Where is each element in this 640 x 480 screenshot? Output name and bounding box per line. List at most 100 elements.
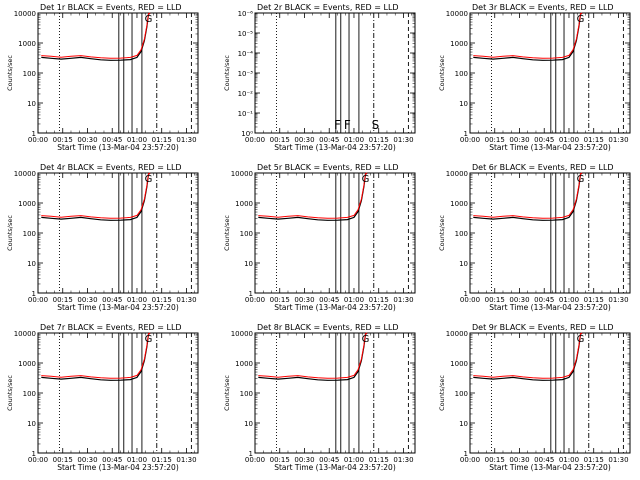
y-tick-label: 1000 (18, 200, 36, 208)
plot-frame (469, 12, 631, 134)
y-tick-label: 10 (27, 260, 36, 268)
x-tick-label: 01:15 (152, 136, 172, 144)
y-axis-label: Counts/sec (6, 215, 14, 251)
x-tick-label: 01:30 (393, 136, 413, 144)
x-axis-label: Start Time (13-Mar-04 23:57:20) (57, 143, 179, 152)
x-axis-label: Start Time (13-Mar-04 23:57:20) (489, 463, 611, 472)
detector-panel-8: Det 8r BLACK = Events, RED = LLD 1 10 100 10… (223, 323, 416, 472)
marker-label-g: G (577, 14, 585, 25)
detector-panel-9: Det 9r BLACK = Events, RED = LLD 1 10 100 10… (438, 323, 631, 472)
marker-label-f: F (344, 118, 351, 132)
panel-title: Det 6r BLACK = Events, RED = LLD (472, 163, 614, 172)
marker-label-g: G (145, 174, 153, 185)
x-tick-label: 01:15 (369, 136, 389, 144)
x-tick-label: 00:00 (460, 456, 480, 464)
y-tick-label: 100 (455, 70, 468, 78)
lld-series-line (473, 172, 583, 219)
detector-panel-6: Det 6r BLACK = Events, RED = LLD 1 10 100 10… (438, 163, 631, 312)
lld-series-line (41, 332, 151, 379)
x-tick-label: 00:15 (485, 456, 505, 464)
x-tick-label: 01:00 (559, 136, 579, 144)
panel-title: Det 4r BLACK = Events, RED = LLD (40, 163, 182, 172)
x-tick-label: 00:45 (319, 296, 339, 304)
y-tick-label: 1000 (235, 200, 253, 208)
detector-panel-7: Det 7r BLACK = Events, RED = LLD 1 10 100 10… (6, 323, 199, 472)
events-series-line (41, 172, 151, 221)
x-tick-label: 00:30 (77, 136, 97, 144)
detector-panel-2: Det 2r BLACK = Events, RED = LLD 10⁰ 10⁻¹ 1… (223, 3, 416, 152)
y-tick-label: 10 (459, 420, 468, 428)
marker-label-g: G (145, 334, 153, 345)
x-tick-label: 00:00 (245, 456, 265, 464)
marker-label-f: F (334, 118, 341, 132)
x-tick-label: 00:00 (460, 296, 480, 304)
y-tick-label: 10⁰ (241, 130, 253, 138)
x-tick-label: 00:45 (102, 456, 122, 464)
y-tick-label: 10000 (446, 10, 468, 18)
y-tick-label: 1000 (235, 360, 253, 368)
plot-frame (469, 332, 631, 454)
x-tick-label: 00:15 (270, 296, 290, 304)
y-tick-label: 10⁻³ (238, 70, 254, 78)
detector-panel-1: Det 1r BLACK = Events, RED = LLD 1 10 100 10… (6, 3, 199, 152)
y-tick-label: 10000 (14, 10, 36, 18)
detector-panel-4: Det 4r BLACK = Events, RED = LLD 1 10 100 10… (6, 163, 199, 312)
y-tick-label: 10 (244, 260, 253, 268)
x-tick-label: 00:15 (53, 456, 73, 464)
y-tick-label: 100 (23, 230, 36, 238)
y-tick-label: 1 (249, 290, 253, 298)
x-tick-label: 00:15 (53, 136, 73, 144)
x-tick-label: 01:00 (344, 456, 364, 464)
y-tick-label: 10000 (231, 330, 253, 338)
y-axis-label: Counts/sec (438, 215, 446, 251)
y-tick-label: 1 (464, 290, 468, 298)
y-tick-label: 10000 (446, 170, 468, 178)
marker-label-g: G (362, 174, 370, 185)
x-axis-label: Start Time (13-Mar-04 23:57:20) (57, 463, 179, 472)
x-axis-label: Start Time (13-Mar-04 23:57:20) (57, 303, 179, 312)
y-axis-label: Counts/sec (438, 55, 446, 91)
x-tick-label: 00:00 (28, 456, 48, 464)
x-tick-label: 01:00 (559, 296, 579, 304)
lld-series-line (258, 172, 368, 219)
y-tick-label: 100 (240, 230, 253, 238)
y-tick-label: 1000 (18, 360, 36, 368)
x-tick-label: 00:45 (102, 136, 122, 144)
x-tick-label: 01:15 (369, 456, 389, 464)
marker-label-g: G (145, 14, 153, 25)
y-tick-label: 10⁻⁵ (238, 30, 254, 38)
x-tick-label: 00:00 (28, 136, 48, 144)
x-tick-label: 01:30 (176, 456, 196, 464)
y-tick-label: 100 (455, 230, 468, 238)
x-tick-label: 01:00 (559, 456, 579, 464)
y-tick-label: 1 (32, 450, 36, 458)
x-axis-label: Start Time (13-Mar-04 23:57:20) (489, 303, 611, 312)
x-tick-label: 01:00 (127, 136, 147, 144)
y-tick-label: 1 (249, 450, 253, 458)
events-series-line (473, 172, 583, 221)
y-tick-label: 10⁻¹ (238, 110, 254, 118)
x-tick-label: 00:45 (534, 296, 554, 304)
x-axis-label: Start Time (13-Mar-04 23:57:20) (274, 303, 396, 312)
events-series-line (258, 332, 368, 381)
events-series-line (473, 332, 583, 381)
y-tick-label: 1000 (18, 40, 36, 48)
x-tick-label: 00:30 (509, 456, 529, 464)
y-tick-label: 1000 (450, 200, 468, 208)
x-tick-label: 01:00 (127, 296, 147, 304)
plot-frame (37, 12, 199, 134)
x-tick-label: 00:15 (53, 296, 73, 304)
x-tick-label: 00:45 (102, 296, 122, 304)
x-tick-label: 01:30 (393, 456, 413, 464)
lld-series-line (473, 332, 583, 379)
lld-series-line (41, 12, 151, 59)
detector-panel-5: Det 5r BLACK = Events, RED = LLD 1 10 100 10… (223, 163, 416, 312)
x-tick-label: 01:30 (608, 296, 628, 304)
y-tick-label: 10⁻⁴ (238, 50, 254, 58)
x-tick-label: 01:15 (584, 296, 604, 304)
panel-title: Det 5r BLACK = Events, RED = LLD (257, 163, 399, 172)
x-tick-label: 01:00 (127, 456, 147, 464)
y-tick-label: 1 (32, 130, 36, 138)
panel-title: Det 2r BLACK = Events, RED = LLD (257, 3, 399, 12)
